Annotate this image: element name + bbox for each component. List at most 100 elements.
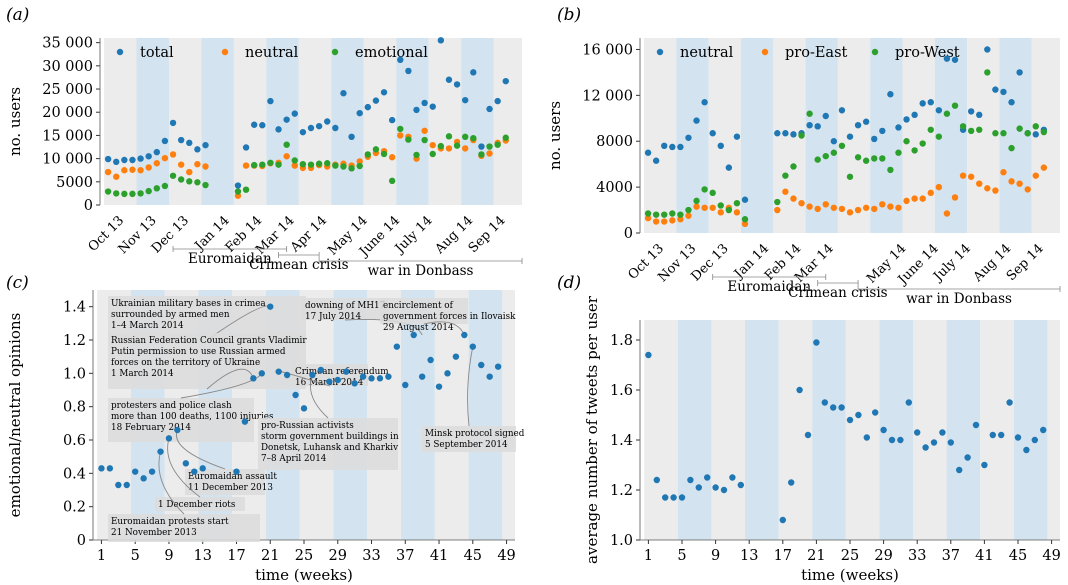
neutral-point bbox=[733, 133, 741, 140]
y-tick-label: 8000 bbox=[596, 134, 633, 150]
emotional-point bbox=[275, 161, 282, 168]
value-point bbox=[670, 494, 677, 501]
emotional-point bbox=[250, 161, 258, 169]
background-band bbox=[461, 38, 494, 205]
pro-East-point bbox=[644, 214, 652, 222]
value-point bbox=[115, 481, 122, 489]
pro-East-point bbox=[741, 220, 749, 228]
value-point bbox=[989, 431, 996, 439]
y-tick-label: 0.6 bbox=[63, 433, 86, 449]
background-band bbox=[745, 320, 779, 540]
neutral-point bbox=[992, 86, 999, 93]
pro-West-point bbox=[725, 206, 733, 214]
pro-West-point bbox=[1008, 144, 1015, 152]
pro-East-point bbox=[943, 210, 951, 217]
y-tick-label: 1.0 bbox=[610, 533, 633, 549]
neutral-point bbox=[652, 157, 660, 164]
panel-d: (d) 1.0 1.2 1.4 1.6 1.8 average number of twee… bbox=[557, 273, 1061, 584]
neutral-point bbox=[822, 112, 829, 120]
value-point bbox=[695, 484, 702, 491]
neutral-point bbox=[1000, 88, 1007, 96]
value-point bbox=[191, 468, 198, 475]
pro-West-point bbox=[951, 102, 959, 109]
x-tick-label: 33 bbox=[908, 548, 926, 564]
background-band bbox=[493, 38, 522, 205]
background-band bbox=[1047, 320, 1060, 540]
annotation-box bbox=[258, 418, 398, 470]
total-point bbox=[405, 67, 412, 75]
annotation-box bbox=[422, 426, 516, 452]
neutral-point bbox=[943, 55, 951, 62]
emotional-point bbox=[186, 178, 193, 185]
neutral-point bbox=[806, 121, 813, 129]
total-point bbox=[137, 155, 144, 162]
background-band bbox=[805, 38, 838, 233]
total-point bbox=[372, 97, 380, 104]
pro-East-point bbox=[693, 203, 700, 210]
annotation-text: 1 December riots bbox=[158, 500, 236, 510]
emotional-point bbox=[177, 176, 185, 183]
y-tick-label: 1.2 bbox=[610, 483, 633, 499]
pro-East-point bbox=[814, 205, 821, 213]
pro-West-point bbox=[693, 197, 700, 205]
annotation-box bbox=[380, 298, 468, 324]
value-point bbox=[427, 356, 434, 364]
neutral-point bbox=[1016, 69, 1023, 76]
background-band bbox=[266, 38, 299, 205]
pro-West-point bbox=[644, 210, 652, 217]
pro-West-point bbox=[685, 206, 692, 214]
neutral-point bbox=[919, 100, 926, 107]
value-point bbox=[351, 380, 358, 387]
total-point bbox=[234, 182, 242, 189]
annotation-arrow bbox=[158, 451, 185, 515]
pro-West-point bbox=[733, 199, 741, 207]
x-tick-label: 21 bbox=[807, 548, 825, 564]
annotation-box bbox=[108, 514, 260, 542]
legend-label: pro-East bbox=[785, 45, 848, 61]
background-band bbox=[740, 38, 774, 233]
emotional-point bbox=[153, 185, 161, 192]
value-point bbox=[804, 431, 812, 439]
pro-West-point bbox=[652, 211, 660, 218]
legend-label: pro-West bbox=[895, 45, 960, 61]
total-point bbox=[478, 143, 485, 150]
x-tick-label: 45 bbox=[464, 548, 482, 564]
legend-label: neutral bbox=[245, 45, 299, 61]
x-tick-label: 49 bbox=[497, 548, 515, 564]
emotional-point bbox=[348, 165, 355, 172]
x-tick-label: 1 bbox=[644, 548, 653, 564]
pro-West-point bbox=[854, 154, 862, 161]
emotional-point bbox=[104, 188, 112, 195]
pro-East-point bbox=[1016, 180, 1023, 187]
pro-East-point bbox=[790, 195, 797, 202]
pro-West-point bbox=[790, 163, 797, 170]
total-point bbox=[429, 103, 436, 110]
pro-East-point bbox=[1040, 164, 1048, 171]
background-band bbox=[401, 290, 435, 540]
pro-West-point bbox=[871, 155, 878, 162]
pro-West-point bbox=[846, 173, 854, 180]
background-band bbox=[845, 320, 880, 540]
total-point bbox=[275, 126, 282, 133]
x-tick-label: 17 bbox=[774, 548, 792, 564]
neutral-point bbox=[854, 121, 862, 129]
x-tick-label: 9 bbox=[164, 548, 173, 564]
background-band bbox=[396, 38, 429, 205]
pro-East-point bbox=[967, 173, 975, 180]
pro-West-point bbox=[741, 216, 749, 223]
pro-East-point bbox=[887, 203, 894, 210]
neutral-point bbox=[202, 163, 209, 170]
x-tick-label: 49 bbox=[1042, 548, 1060, 564]
value-point bbox=[233, 468, 240, 475]
value-point bbox=[939, 429, 946, 436]
y-tick-label: 0 bbox=[624, 226, 633, 242]
neutral-point bbox=[895, 124, 902, 131]
neutral-point bbox=[291, 162, 298, 169]
annotation-text: encirclement of government forces in Ilov… bbox=[383, 301, 516, 333]
pro-East-point bbox=[661, 218, 668, 225]
neutral-point bbox=[935, 107, 943, 114]
x-tick-label: 25 bbox=[841, 548, 859, 564]
x-tick-label: 13 bbox=[740, 548, 758, 564]
neutral-point bbox=[177, 161, 185, 168]
pro-West-point bbox=[927, 126, 934, 133]
